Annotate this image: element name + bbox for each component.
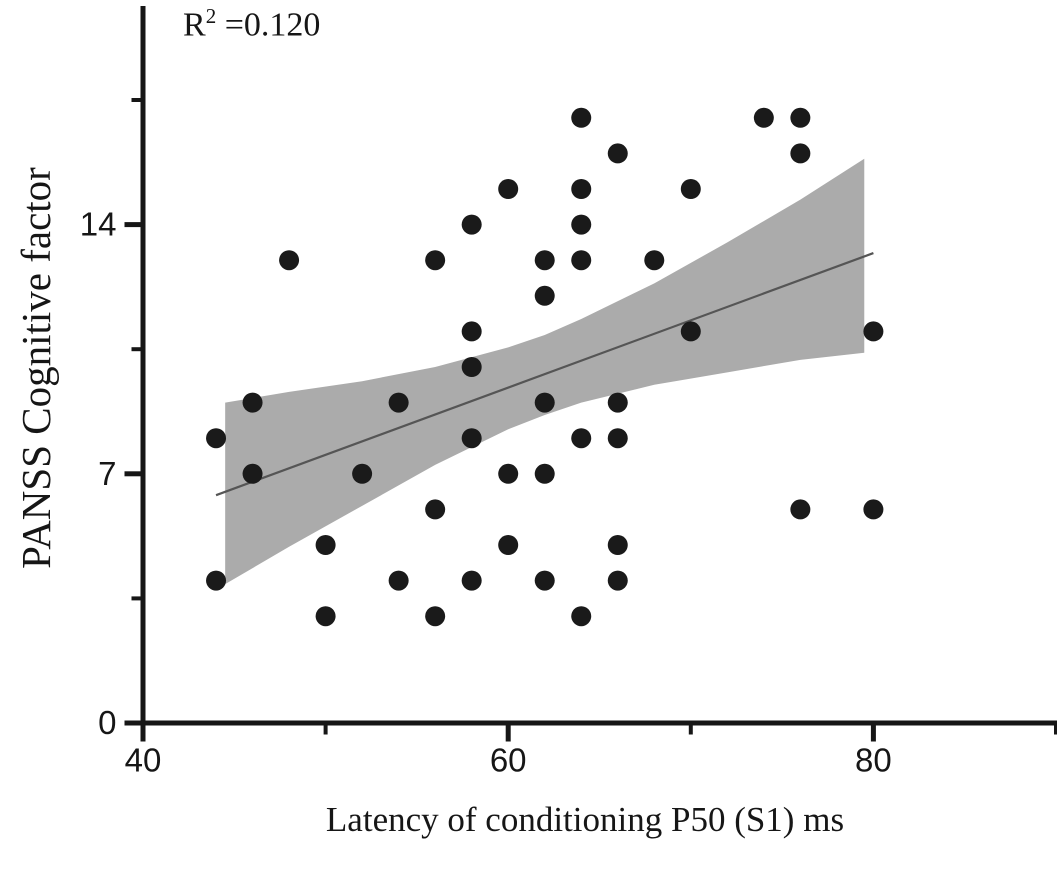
r2-annotation: R2 =0.120	[183, 4, 320, 44]
scatter-point	[388, 392, 409, 413]
confidence-band	[225, 158, 865, 585]
scatter-point	[571, 250, 592, 271]
scatter-point	[315, 606, 336, 627]
scatter-point	[571, 179, 592, 199]
scatter-point	[206, 428, 227, 449]
x-tick-label: 40	[125, 742, 162, 779]
scatter-point	[461, 428, 482, 449]
scatter-point	[790, 143, 811, 164]
scatter-point	[425, 499, 446, 520]
y-tick-label: 0	[98, 704, 116, 741]
scatter-point	[279, 250, 300, 271]
scatter-point	[607, 428, 628, 449]
y-axis-label: PANSS Cognitive factor	[13, 167, 59, 569]
r2-value: =0.120	[216, 6, 321, 44]
x-tick-label: 60	[490, 742, 527, 779]
scatter-point	[534, 463, 555, 484]
scatter-point	[534, 285, 555, 306]
scatter-point	[607, 570, 628, 591]
scatter-point	[242, 392, 263, 413]
scatter-point	[607, 392, 628, 413]
scatter-point	[607, 143, 628, 164]
scatter-point	[680, 321, 701, 342]
scatter-point	[534, 250, 555, 271]
scatter-point	[863, 499, 884, 520]
scatter-point	[498, 179, 519, 199]
scatter-point	[461, 357, 482, 377]
scatter-point	[242, 463, 263, 484]
scatter-point	[461, 321, 482, 342]
scatter-point	[534, 392, 555, 413]
scatter-point	[790, 499, 811, 520]
scatter-point	[863, 321, 884, 342]
scatter-point	[425, 606, 446, 627]
scatter-point	[571, 428, 592, 449]
scatter-point	[498, 463, 519, 484]
scatter-point	[571, 214, 592, 235]
scatter-point	[534, 570, 555, 591]
scatter-point	[498, 535, 519, 555]
scatter-point	[461, 570, 482, 591]
scatter-point	[753, 107, 774, 128]
scatter-point	[315, 535, 336, 555]
scatter-point	[644, 250, 665, 271]
scatter-point	[425, 250, 446, 271]
scatter-point	[571, 606, 592, 627]
scatter-point	[206, 570, 227, 591]
scatter-point	[388, 570, 409, 591]
x-tick-label: 80	[855, 742, 892, 779]
scatter-point	[680, 179, 701, 199]
y-tick-label: 14	[80, 206, 117, 243]
regression-line	[215, 252, 874, 497]
r2-sup: 2	[205, 4, 217, 28]
scatter-point	[571, 107, 592, 128]
scatter-point	[461, 214, 482, 235]
scatter-point	[607, 535, 628, 555]
x-axis-label: Latency of conditioning P50 (S1) ms	[325, 800, 845, 839]
r2-base: R	[183, 6, 206, 44]
y-tick-label: 7	[98, 455, 116, 492]
scatter-point	[352, 463, 373, 484]
scatter-point	[790, 107, 811, 128]
